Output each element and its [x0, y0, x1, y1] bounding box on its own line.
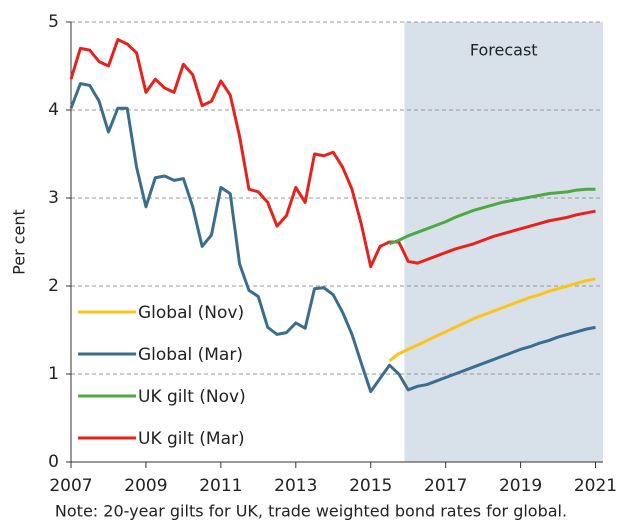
x-tick-label: 2013: [274, 476, 317, 496]
y-tick-label: 3: [48, 188, 59, 208]
series-line: [69, 82, 596, 394]
x-tick-label: 2019: [499, 476, 542, 496]
legend-label: UK gilt (Mar): [138, 429, 245, 449]
y-tick-label: 1: [48, 364, 59, 384]
legend-label: UK gilt (Nov): [138, 387, 246, 407]
note: Note: 20-year gilts for UK, trade weight…: [55, 502, 567, 521]
forecast-region: [404, 22, 603, 462]
y-tick-label: 5: [48, 12, 59, 32]
x-tick-label: 2021: [574, 476, 617, 496]
x-tick-label: 2017: [424, 476, 467, 496]
y-tick-label: 2: [48, 276, 59, 296]
legend-label: Global (Nov): [138, 303, 244, 323]
legend-label: Global (Mar): [138, 345, 243, 365]
y-axis-label: Per cent: [10, 209, 29, 275]
x-tick-label: 2009: [124, 476, 167, 496]
x-tick-label: 2007: [49, 476, 92, 496]
y-tick-label: 0: [48, 452, 59, 472]
x-tick-label: 2015: [349, 476, 392, 496]
y-tick-label: 4: [48, 100, 59, 120]
series-line: [388, 277, 596, 362]
forecast-label: Forecast: [470, 41, 538, 60]
x-tick-label: 2011: [199, 476, 242, 496]
series-line: [69, 38, 596, 269]
series-line: [388, 187, 596, 246]
